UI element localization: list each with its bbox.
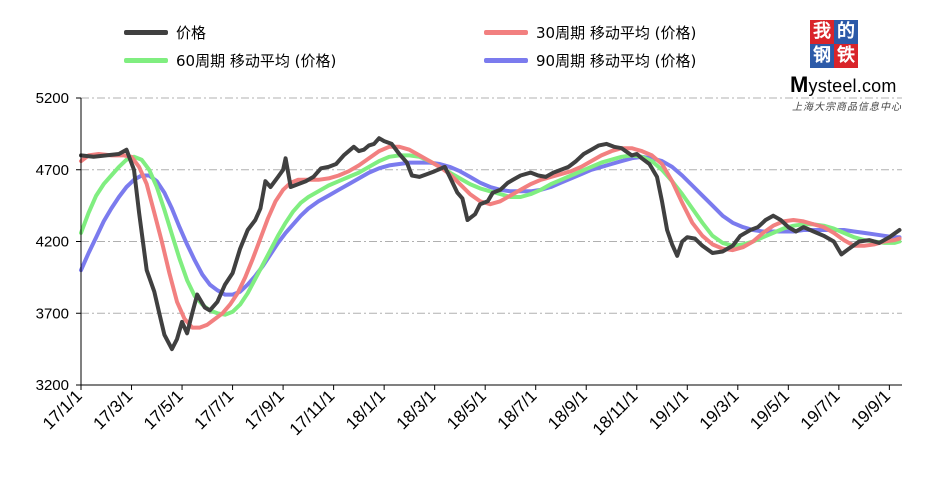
- x-tick-label: 19/5/1: [746, 386, 793, 433]
- x-tick-label: 17/9/1: [241, 386, 288, 433]
- legend-swatch: [124, 58, 168, 63]
- x-tick-label: 18/9/1: [544, 386, 591, 433]
- x-tick-label: 17/5/1: [140, 386, 187, 433]
- logo-brand-text: Mysteel.com: [790, 72, 897, 97]
- legend-swatch: [124, 30, 168, 35]
- series-line-1: [79, 144, 902, 330]
- legend-item-price: 价格: [124, 22, 206, 43]
- y-tick-label: 3200: [36, 377, 69, 394]
- y-tick-label: 4700: [36, 162, 69, 179]
- x-axis-ticks: 17/1/1 17/3/1 17/5/1 17/7/1 17/9/117/11/1 18/…: [39, 385, 894, 439]
- legend-label: 90周期 移动平均 (价格): [536, 52, 697, 70]
- legend-label: 价格: [176, 24, 207, 42]
- grid-lines: [81, 97, 902, 314]
- x-tick-label: 17/11/1: [286, 386, 339, 439]
- y-tick-label: 3700: [36, 305, 69, 322]
- x-tick-label: 17/7/1: [191, 386, 238, 433]
- x-tick-label: 19/3/1: [696, 386, 743, 433]
- legend-item-ma30: 30周期 移动平均 (价格): [484, 22, 696, 43]
- series-line-0: [79, 136, 902, 352]
- logo-char-block: 的: [834, 20, 858, 44]
- logo-char-block: 铁: [834, 44, 858, 68]
- logo-char-block: 我: [810, 20, 834, 44]
- legend-item-ma90: 90周期 移动平均 (价格): [484, 50, 696, 71]
- x-tick-label: 17/3/1: [89, 386, 136, 433]
- legend-label: 60周期 移动平均 (价格): [176, 52, 337, 70]
- y-tick-label: 4200: [36, 234, 69, 251]
- x-tick-label: 18/7/1: [494, 386, 541, 433]
- x-tick-label: 18/1/1: [342, 386, 389, 433]
- logo-subtitle: 上海大宗商品信息中心: [792, 102, 902, 113]
- legend-item-ma60: 60周期 移动平均 (价格): [124, 50, 336, 71]
- chart-series-group: [79, 136, 902, 352]
- x-tick-label: 19/9/1: [847, 386, 894, 433]
- legend-swatch: [484, 30, 528, 35]
- x-tick-label: 18/11/1: [589, 386, 642, 439]
- series-line-2: [79, 153, 902, 317]
- mysteel-logo: 我 的 钢 铁 Mysteel.com 上海大宗商品信息中心: [790, 20, 920, 120]
- x-tick-label: 18/3/1: [393, 386, 440, 433]
- x-tick-label: 19/7/1: [797, 386, 844, 433]
- y-tick-label: 5200: [36, 90, 69, 107]
- legend-swatch: [484, 58, 528, 63]
- x-tick-label: 18/5/1: [443, 386, 490, 433]
- y-axis-ticks: 3200 3700 4200 4700 5200: [36, 90, 81, 394]
- legend-label: 30周期 移动平均 (价格): [536, 24, 697, 42]
- x-tick-label: 19/1/1: [645, 386, 692, 433]
- logo-char-block: 钢: [810, 44, 834, 68]
